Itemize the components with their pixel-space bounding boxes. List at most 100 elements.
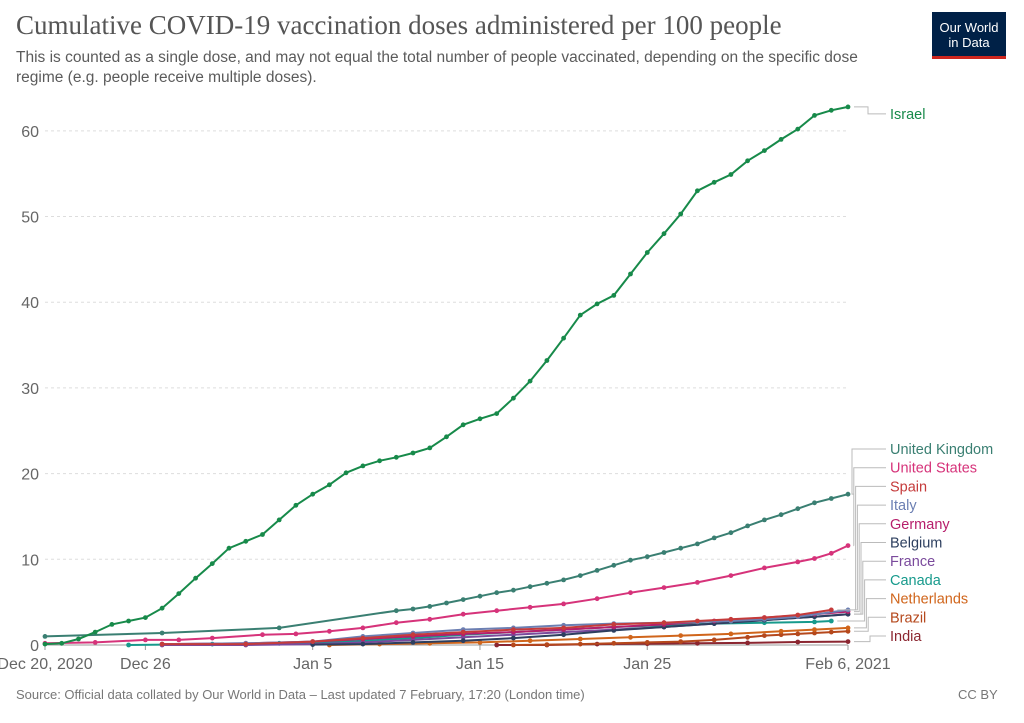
data-point (577, 636, 583, 642)
data-point (92, 629, 98, 635)
label-leader-line (837, 579, 886, 622)
data-point (143, 615, 148, 620)
data-point (812, 113, 817, 118)
data-point (745, 640, 750, 646)
data-point (728, 616, 734, 622)
label-leader-line (854, 598, 886, 629)
data-point (444, 600, 449, 606)
data-point (711, 535, 717, 541)
data-point (427, 445, 433, 451)
data-point (460, 422, 466, 428)
label-leader-line (854, 504, 886, 611)
data-point (460, 634, 466, 640)
data-point (695, 188, 700, 194)
data-point (193, 575, 199, 581)
data-point (561, 632, 566, 638)
data-point (795, 631, 801, 637)
chart-title: Cumulative COVID-19 vaccination doses ad… (16, 10, 782, 40)
data-point (511, 642, 516, 648)
data-point (143, 637, 148, 643)
series-label: Brazil (890, 610, 926, 626)
data-point (42, 641, 48, 647)
data-point (42, 634, 48, 639)
data-point (845, 491, 851, 497)
data-point (360, 635, 366, 641)
data-point (544, 580, 550, 586)
data-point (678, 639, 684, 644)
data-point (728, 573, 734, 578)
our-world-in-data-logo[interactable]: Our World in Data (932, 12, 1006, 59)
data-point (460, 629, 466, 635)
y-tick-label: 60 (21, 124, 39, 141)
data-point (410, 640, 416, 645)
data-point (795, 639, 801, 645)
series-line (44, 544, 849, 645)
data-point (644, 640, 650, 645)
logo-line-1: Our World (939, 20, 999, 35)
data-point (109, 622, 115, 627)
data-point (611, 293, 617, 298)
data-point (728, 631, 734, 637)
data-point (678, 633, 684, 638)
data-point (126, 642, 131, 648)
data-point (828, 629, 834, 635)
data-point (176, 637, 182, 643)
data-point (762, 148, 767, 154)
chart-subtitle: This is counted as a single dose, and ma… (16, 49, 858, 86)
data-point (477, 640, 483, 645)
data-point (159, 630, 165, 636)
data-point (678, 211, 684, 217)
data-point (460, 597, 466, 602)
y-tick-label: 20 (21, 467, 39, 484)
data-point (661, 231, 667, 237)
data-point (695, 580, 700, 585)
data-point (845, 104, 851, 110)
data-point (477, 416, 483, 422)
data-point (745, 158, 750, 164)
series-label: United States (890, 461, 977, 477)
x-tick-label: Jan 25 (623, 656, 671, 673)
data-point (544, 358, 550, 363)
data-point (577, 573, 583, 578)
x-tick-label: Jan 5 (293, 656, 332, 673)
data-point (778, 137, 784, 142)
data-point (845, 543, 851, 548)
data-point (427, 604, 433, 609)
data-point (762, 517, 767, 523)
y-tick-label: 10 (21, 552, 39, 569)
data-point (611, 622, 617, 627)
data-point (527, 584, 533, 590)
data-point (611, 562, 617, 568)
license-link[interactable]: CC BY (958, 687, 998, 702)
series-label: United Kingdom (890, 442, 993, 458)
data-point (410, 632, 416, 638)
data-point (276, 517, 282, 523)
data-point (377, 458, 382, 464)
data-point (577, 312, 583, 318)
data-point (661, 620, 667, 626)
data-point (494, 608, 500, 614)
data-point (310, 491, 316, 497)
x-tick-label: Dec 20, 2020 (0, 656, 93, 673)
data-point (828, 550, 834, 556)
series-line (44, 105, 849, 646)
label-leader-line (854, 560, 886, 615)
data-point (644, 250, 650, 255)
data-point (511, 395, 516, 401)
data-point (310, 639, 316, 644)
label-leader-line (854, 523, 886, 613)
data-point (209, 635, 215, 641)
data-point (293, 502, 299, 508)
data-point (728, 530, 734, 536)
data-point (243, 538, 249, 544)
data-point (594, 568, 600, 573)
label-leader-line (837, 485, 886, 611)
data-point (360, 641, 366, 647)
data-point (159, 641, 165, 647)
series-line (44, 493, 849, 638)
data-point (561, 601, 566, 607)
data-point (293, 631, 299, 637)
data-point (460, 611, 466, 617)
data-point (260, 532, 265, 537)
